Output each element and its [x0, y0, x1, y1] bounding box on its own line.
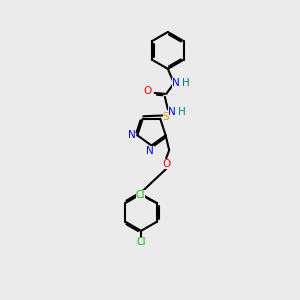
Text: H: H — [182, 77, 190, 88]
Text: Cl: Cl — [136, 237, 146, 247]
Text: N: N — [168, 107, 176, 117]
Text: S: S — [163, 112, 169, 122]
Text: N: N — [128, 130, 135, 140]
Text: O: O — [144, 86, 152, 96]
Text: H: H — [178, 107, 186, 117]
Text: N: N — [172, 77, 179, 88]
Text: Cl: Cl — [136, 190, 146, 200]
Text: N: N — [146, 146, 154, 157]
Text: O: O — [162, 158, 170, 169]
